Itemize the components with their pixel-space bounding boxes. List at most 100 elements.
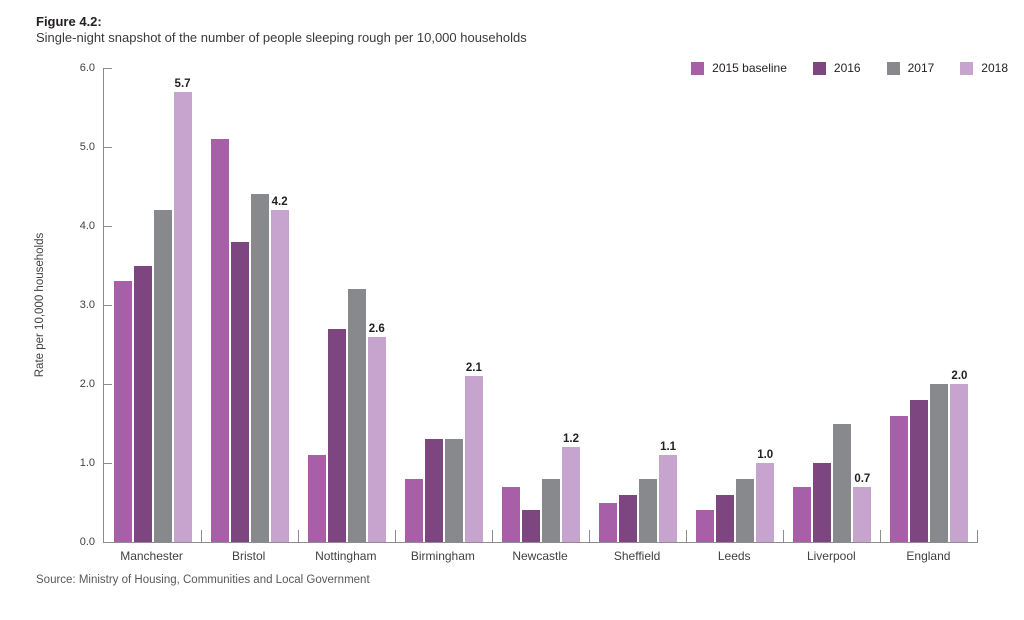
figure-title: Figure 4.2: (36, 14, 102, 29)
legend-item-2015-baseline: 2015 baseline (691, 61, 787, 75)
bar-group-manchester: 5.7 (104, 68, 201, 542)
bar-2017-manchester (153, 210, 172, 542)
bar-2015-baseline-birmingham (404, 478, 423, 542)
bar-value-label: 2.0 (951, 370, 968, 383)
bar-2018-manchester: 5.7 (173, 78, 192, 542)
bar-2015-baseline-sheffield (599, 502, 618, 542)
bar-2018-birmingham: 2.1 (464, 362, 483, 542)
x-axis-tick (880, 530, 882, 542)
bar-2016-manchester (133, 265, 152, 542)
legend-item-2018: 2018 (960, 61, 1008, 75)
x-axis-category-label: Nottingham (315, 549, 377, 563)
bar-group-birmingham: 2.1 (395, 68, 492, 542)
x-axis-category-label: Sheffield (613, 549, 661, 563)
plot-area: 5.7 4.2 2.6 2.1 1.2 1.1 1.0 0.7 2.0 0.0 1.0 2.0 3.0… (80, 62, 978, 548)
y-axis-tick-label: 5.0 (79, 141, 95, 153)
bar-2018-sheffield: 1.1 (659, 441, 678, 542)
x-axis-category-label: England (906, 549, 951, 563)
y-axis-tick-label: 4.0 (79, 220, 95, 233)
bar-2017-sheffield (639, 478, 658, 542)
figure-subtitle: Single-night snapshot of the number of p… (36, 30, 527, 45)
bar-group-sheffield: 1.1 (590, 68, 687, 542)
bar-2015-baseline-manchester (113, 281, 132, 542)
y-axis-tick: 5.0 (80, 141, 112, 153)
bar-2017-newcastle (541, 478, 560, 542)
x-axis-tick (686, 530, 688, 542)
source-text: Source: Ministry of Housing, Communities… (36, 574, 370, 586)
bar-2016-nottingham (327, 328, 346, 542)
y-axis-tick: 6.0 (80, 62, 112, 74)
bar-group-liverpool: 0.7 (784, 68, 881, 542)
bar-2015-baseline-leeds (696, 510, 715, 542)
bar-2017-birmingham (444, 439, 463, 542)
bar-value-label: 1.2 (562, 433, 579, 446)
bar-2016-liverpool (813, 463, 832, 542)
bar-2016-bristol (230, 241, 249, 542)
bar-2018-england: 2.0 (950, 370, 969, 542)
bar-2015-baseline-liverpool (793, 486, 812, 542)
bar-group-nottingham: 2.6 (298, 68, 395, 542)
y-axis-tick: 3.0 (80, 299, 112, 311)
bar-2016-sheffield (619, 494, 638, 542)
bar-2017-bristol (250, 194, 269, 542)
legend-swatch-icon (812, 61, 826, 75)
x-axis-category-label: Newcastle (512, 549, 568, 563)
bar-value-label: 2.6 (368, 322, 385, 335)
bar-2015-baseline-nottingham (307, 455, 326, 542)
legend-swatch-icon (960, 61, 974, 75)
legend: 2015 baseline 2016 2017 2018 (691, 61, 1008, 75)
bar-2017-leeds (736, 478, 755, 542)
bar-value-label: 2.1 (465, 362, 482, 375)
legend-item-2017: 2017 (886, 61, 934, 75)
x-axis-tick (200, 530, 202, 542)
bar-2015-baseline-newcastle (501, 486, 520, 542)
bar-2017-england (930, 384, 949, 542)
y-axis-tick-label: 6.0 (79, 62, 95, 74)
bar-2018-bristol: 4.2 (270, 196, 289, 542)
bar-2018-nottingham: 2.6 (367, 323, 386, 542)
x-axis-category-label: Bristol (231, 549, 266, 563)
bar-2016-england (910, 399, 929, 542)
y-axis-tick: 1.0 (80, 457, 112, 469)
y-axis-tick: 4.0 (80, 220, 112, 232)
x-axis-tick (977, 530, 978, 542)
bar-group-newcastle: 1.2 (492, 68, 589, 542)
x-axis-tick (297, 530, 299, 542)
bar-group-england: 2.0 (881, 68, 978, 542)
bar-value-label: 0.7 (854, 472, 871, 485)
x-axis-category-labels: Manchester Bristol Nottingham Birmingham New… (103, 549, 977, 563)
x-axis-tick (491, 530, 493, 542)
y-axis-tick-label: 3.0 (79, 299, 95, 311)
bar-value-label: 1.1 (660, 441, 677, 454)
legend-swatch-icon (691, 61, 705, 75)
legend-label: 2016 (833, 61, 861, 75)
bar-2016-newcastle (521, 510, 540, 542)
y-axis-title: Rate per 10,000 households (34, 232, 46, 378)
bar-2017-liverpool (833, 423, 852, 542)
bar-value-label: 5.7 (174, 77, 191, 90)
y-axis-tick: 0.0 (80, 536, 112, 548)
x-axis-tick (394, 530, 396, 542)
bar-group-bristol: 4.2 (201, 68, 298, 542)
bar-2018-newcastle: 1.2 (561, 433, 580, 542)
legend-swatch-icon (886, 61, 900, 75)
bar-value-label: 4.2 (271, 196, 288, 209)
bar-2017-nottingham (347, 289, 366, 542)
bar-2016-birmingham (424, 439, 443, 542)
y-axis-tick-label: 2.0 (79, 378, 95, 391)
bar-value-label: 1.0 (757, 449, 774, 462)
bar-groups: 5.7 4.2 2.6 2.1 1.2 1.1 1.0 0.7 2.0 (104, 68, 978, 542)
bar-2015-baseline-england (890, 415, 909, 542)
y-axis-tick: 2.0 (80, 378, 112, 390)
y-axis-tick-label: 1.0 (79, 457, 95, 470)
legend-label: 2015 baseline (712, 61, 787, 75)
bar-2018-liverpool: 0.7 (853, 473, 872, 542)
y-axis-tick-label: 0.0 (79, 536, 95, 548)
x-axis-category-label: Leeds (717, 549, 751, 563)
x-axis-category-label: Liverpool (806, 549, 856, 563)
legend-item-2016: 2016 (812, 61, 861, 75)
bar-2015-baseline-bristol (210, 139, 229, 542)
bar-group-leeds: 1.0 (687, 68, 784, 542)
x-axis-tick (589, 530, 591, 542)
